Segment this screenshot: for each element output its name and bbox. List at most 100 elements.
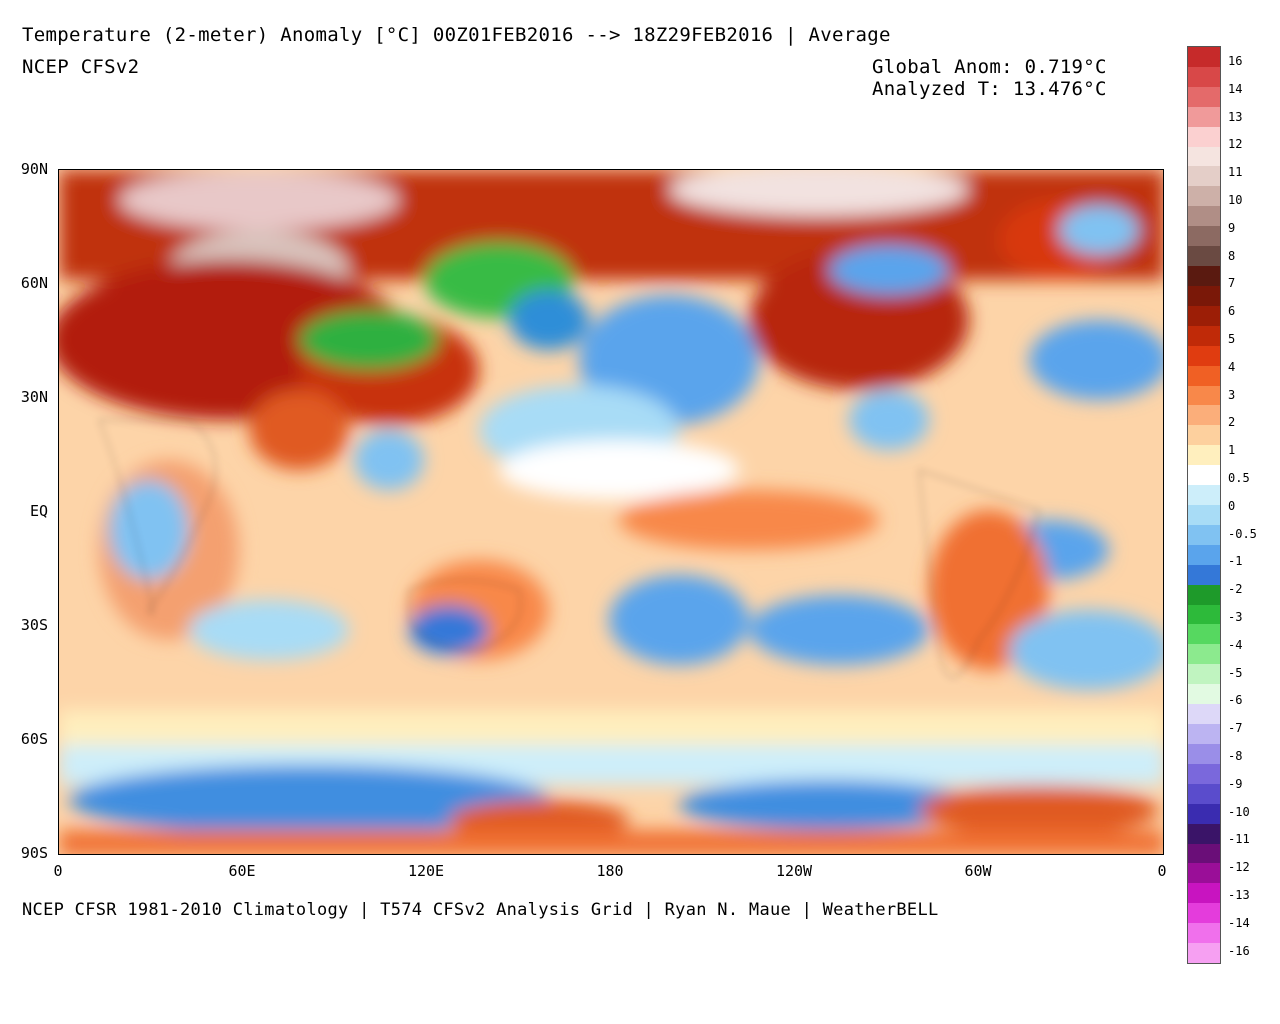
lat-label: 60S [20,730,48,748]
color-swatch [1188,345,1220,366]
color-scale-label: -11 [1228,832,1250,847]
color-swatch [1188,186,1220,207]
color-scale-label: 11 [1228,165,1243,180]
color-swatch [1188,365,1220,386]
color-swatch [1188,146,1220,167]
lon-label: 0 [1157,862,1167,880]
color-scale-label: -6 [1228,693,1243,708]
color-swatch [1188,903,1220,924]
color-swatch [1188,206,1220,227]
model-name: NCEP CFSv2 [22,56,140,78]
color-swatch [1188,564,1220,585]
analyzed-temperature: Analyzed T: 13.476°C [872,78,1107,100]
color-swatch [1188,226,1220,247]
color-swatch [1188,843,1220,864]
anomaly-map [58,169,1164,855]
lon-label: 180 [596,862,624,880]
color-scale-label: 7 [1228,276,1236,291]
lat-label: 90N [20,160,48,178]
color-swatch [1188,584,1220,605]
color-swatch [1188,883,1220,904]
color-scale-label: -5 [1228,665,1243,680]
color-scale-bar [1187,46,1221,964]
color-scale-label: -13 [1228,888,1250,902]
color-swatch [1188,106,1220,127]
color-scale-label: -10 [1228,804,1250,819]
color-swatch [1188,246,1220,267]
color-swatch [1188,684,1220,705]
color-swatch [1188,385,1220,406]
color-swatch [1188,604,1220,625]
color-swatch [1188,743,1220,764]
color-swatch [1188,425,1220,446]
lat-label: EQ [29,502,48,520]
color-swatch [1188,405,1220,426]
color-scale-label: 13 [1228,109,1243,124]
global-anomaly: Global Anom: 0.719°C [872,56,1107,78]
color-scale-label: 6 [1228,304,1236,319]
color-swatch [1188,783,1220,804]
color-swatch [1188,544,1220,565]
lat-label: 90S [20,844,48,862]
color-swatch [1188,803,1220,824]
color-swatch [1188,465,1220,486]
lon-label: 0 [53,862,63,880]
color-swatch [1188,66,1220,87]
color-scale-label: -16 [1228,943,1250,958]
color-swatch [1188,505,1220,525]
color-scale-label: -9 [1228,776,1243,791]
color-scale-label: 0 [1228,498,1236,513]
color-scale-label: -0.5 [1228,526,1257,541]
color-swatch [1188,305,1220,326]
color-swatch [1188,266,1220,287]
color-swatch [1188,126,1220,147]
lat-label: 30S [20,616,48,634]
lat-label: 30N [20,388,48,406]
color-swatch [1188,823,1220,844]
color-scale-label: 8 [1228,248,1236,263]
color-scale-label: -1 [1228,554,1243,569]
color-scale-label: -14 [1228,915,1250,930]
lon-label: 120E [407,862,445,880]
color-scale-label: -2 [1228,582,1243,597]
lon-label: 60W [964,862,992,880]
color-scale-label: -8 [1228,749,1243,763]
color-swatch [1188,664,1220,685]
lon-label: 120W [775,862,813,880]
color-scale-label: 4 [1228,359,1236,374]
map-canvas [59,170,1163,854]
color-scale-label: 14 [1228,81,1243,96]
color-scale-label: 5 [1228,332,1236,346]
color-scale-label: -3 [1228,610,1243,624]
color-scale-label: 9 [1228,220,1236,235]
color-scale-label: 2 [1228,415,1236,430]
color-scale-label: 12 [1228,137,1243,152]
color-swatch [1188,943,1220,964]
lon-label: 60E [228,862,256,880]
color-swatch [1188,47,1220,67]
credits-footer: NCEP CFSR 1981-2010 Climatology | T574 C… [22,900,939,920]
color-swatch [1188,524,1220,545]
color-scale-label: 10 [1228,193,1243,207]
map-title: Temperature (2-meter) Anomaly [°C] 00Z01… [22,24,891,46]
color-swatch [1188,863,1220,884]
color-swatch [1188,644,1220,665]
color-scale-label: 16 [1228,54,1243,68]
color-scale-label: -4 [1228,637,1243,652]
color-swatch [1188,166,1220,187]
color-swatch [1188,923,1220,944]
color-swatch [1188,86,1220,107]
color-swatch [1188,485,1220,506]
color-swatch [1188,624,1220,645]
color-scale-label: -12 [1228,860,1250,875]
color-scale-label: 3 [1228,387,1236,402]
color-scale-label: 0.5 [1228,471,1250,485]
color-swatch [1188,704,1220,725]
color-swatch [1188,325,1220,346]
color-scale-label: -7 [1228,721,1243,736]
color-swatch [1188,724,1220,745]
color-scale-label: 1 [1228,443,1236,458]
lat-label: 60N [20,274,48,292]
color-swatch [1188,285,1220,306]
color-swatch [1188,445,1220,466]
